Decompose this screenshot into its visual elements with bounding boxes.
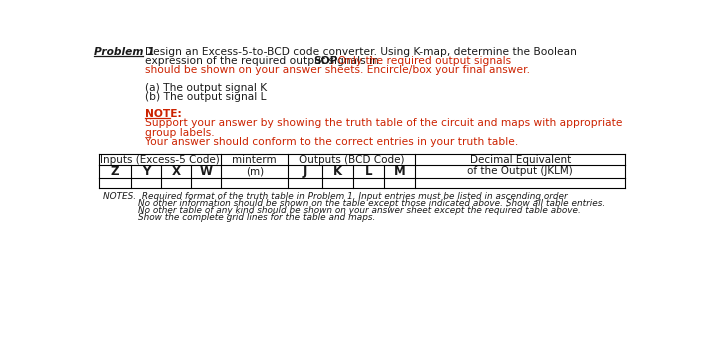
Text: Design an Excess-5-to-BCD code converter. Using K-map, determine the Boolean: Design an Excess-5-to-BCD code converter… — [145, 47, 577, 57]
Text: Z: Z — [111, 165, 119, 178]
Text: J: J — [303, 165, 307, 178]
Text: L: L — [365, 165, 372, 178]
Text: Your answer should conform to the correct entries in your truth table.: Your answer should conform to the correc… — [145, 137, 518, 147]
Text: Support your answer by showing the truth table of the circuit and maps with appr: Support your answer by showing the truth… — [145, 118, 623, 128]
Text: (b) The output signal L: (b) The output signal L — [145, 92, 266, 102]
Text: NOTE:: NOTE: — [145, 109, 181, 119]
Text: Y: Y — [142, 165, 150, 178]
Text: should be shown on your answer sheets. Encircle/box your final answer.: should be shown on your answer sheets. E… — [145, 65, 529, 75]
Text: NOTES.  Required format of the truth table in Problem 1. Input entries must be l: NOTES. Required format of the truth tabl… — [103, 192, 568, 201]
Text: Problem 1: Problem 1 — [94, 47, 155, 57]
Text: (a) The output signal K: (a) The output signal K — [145, 83, 266, 93]
Text: K: K — [333, 165, 342, 178]
Text: Decimal Equivalent: Decimal Equivalent — [470, 154, 571, 165]
Text: W: W — [200, 165, 213, 178]
Text: Inputs (Excess-5 Code): Inputs (Excess-5 Code) — [100, 154, 220, 165]
Text: minterm: minterm — [233, 154, 277, 165]
Text: SOP: SOP — [314, 56, 338, 66]
Text: M: M — [394, 165, 405, 178]
Text: expression of the required output signals in: expression of the required output signal… — [145, 56, 382, 66]
Text: group labels.: group labels. — [145, 127, 214, 138]
Text: . Only the required output signals: . Only the required output signals — [331, 56, 511, 66]
Text: of the Output (JKLM): of the Output (JKLM) — [467, 166, 573, 176]
Text: Outputs (BCD Code): Outputs (BCD Code) — [299, 154, 405, 165]
Text: No other table of any kind should be shown on your answer sheet except the requi: No other table of any kind should be sho… — [137, 206, 581, 215]
Text: X: X — [171, 165, 180, 178]
Text: No other information should be shown on the table except those indicated above. : No other information should be shown on … — [137, 199, 605, 208]
Text: (m): (m) — [245, 166, 264, 176]
Text: Show the complete grid lines for the table and maps.: Show the complete grid lines for the tab… — [137, 213, 375, 222]
